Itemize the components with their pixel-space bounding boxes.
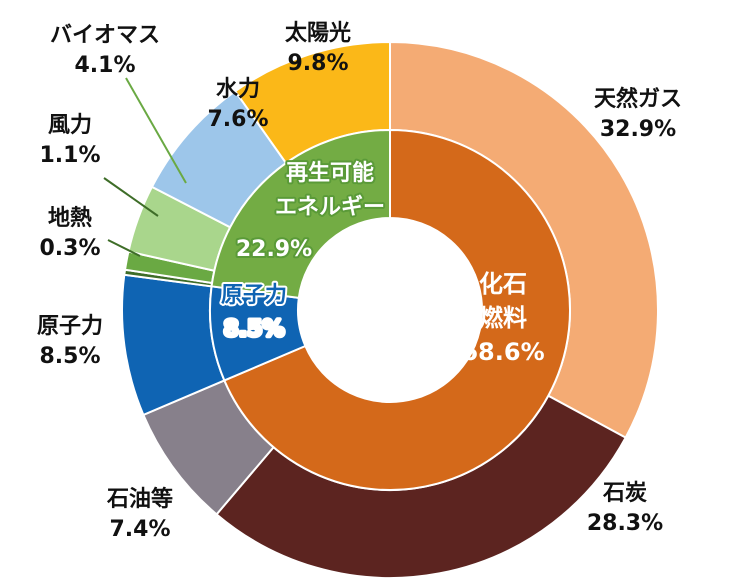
outer-label-0: 天然ガス 32.9% (594, 86, 682, 142)
outer-label-6: バイオマス 4.1% (50, 23, 160, 78)
outer-label-8: 太陽光 9.8% (285, 21, 351, 76)
inner-slice-0 (223, 128, 571, 491)
outer-label-7: 水力 7.6% (207, 77, 268, 132)
inner-label-1: 原子力 8.5% (221, 283, 287, 342)
outer-ring (121, 40, 659, 579)
outer-label-1: 石炭 28.3% (587, 480, 663, 536)
inner-slice-2 (210, 128, 391, 300)
inner-value-2: 22.9% (236, 237, 312, 262)
outer-label-2: 石油等 7.4% (106, 486, 173, 542)
outer-label-4: 地熱 0.3% (39, 205, 100, 261)
inner-label-0: 化石燃料 68.6% (461, 270, 544, 366)
inner-ring (209, 128, 571, 491)
leader-line-5 (103, 177, 159, 217)
inner-label-2: 再生可能エネルギー (275, 160, 385, 220)
leader-line-4 (107, 239, 141, 257)
outer-label-5: 風力 1.1% (39, 113, 100, 168)
leader-lines (103, 77, 187, 257)
leader-line-6 (125, 77, 187, 184)
outer-label-3: 原子力 8.5% (37, 314, 103, 369)
slice-labels: 天然ガス 32.9% 石炭 28.3% 石油等 7.4% 原子力 8.5% 地熱 0.3% 風力 1.… (37, 21, 682, 542)
